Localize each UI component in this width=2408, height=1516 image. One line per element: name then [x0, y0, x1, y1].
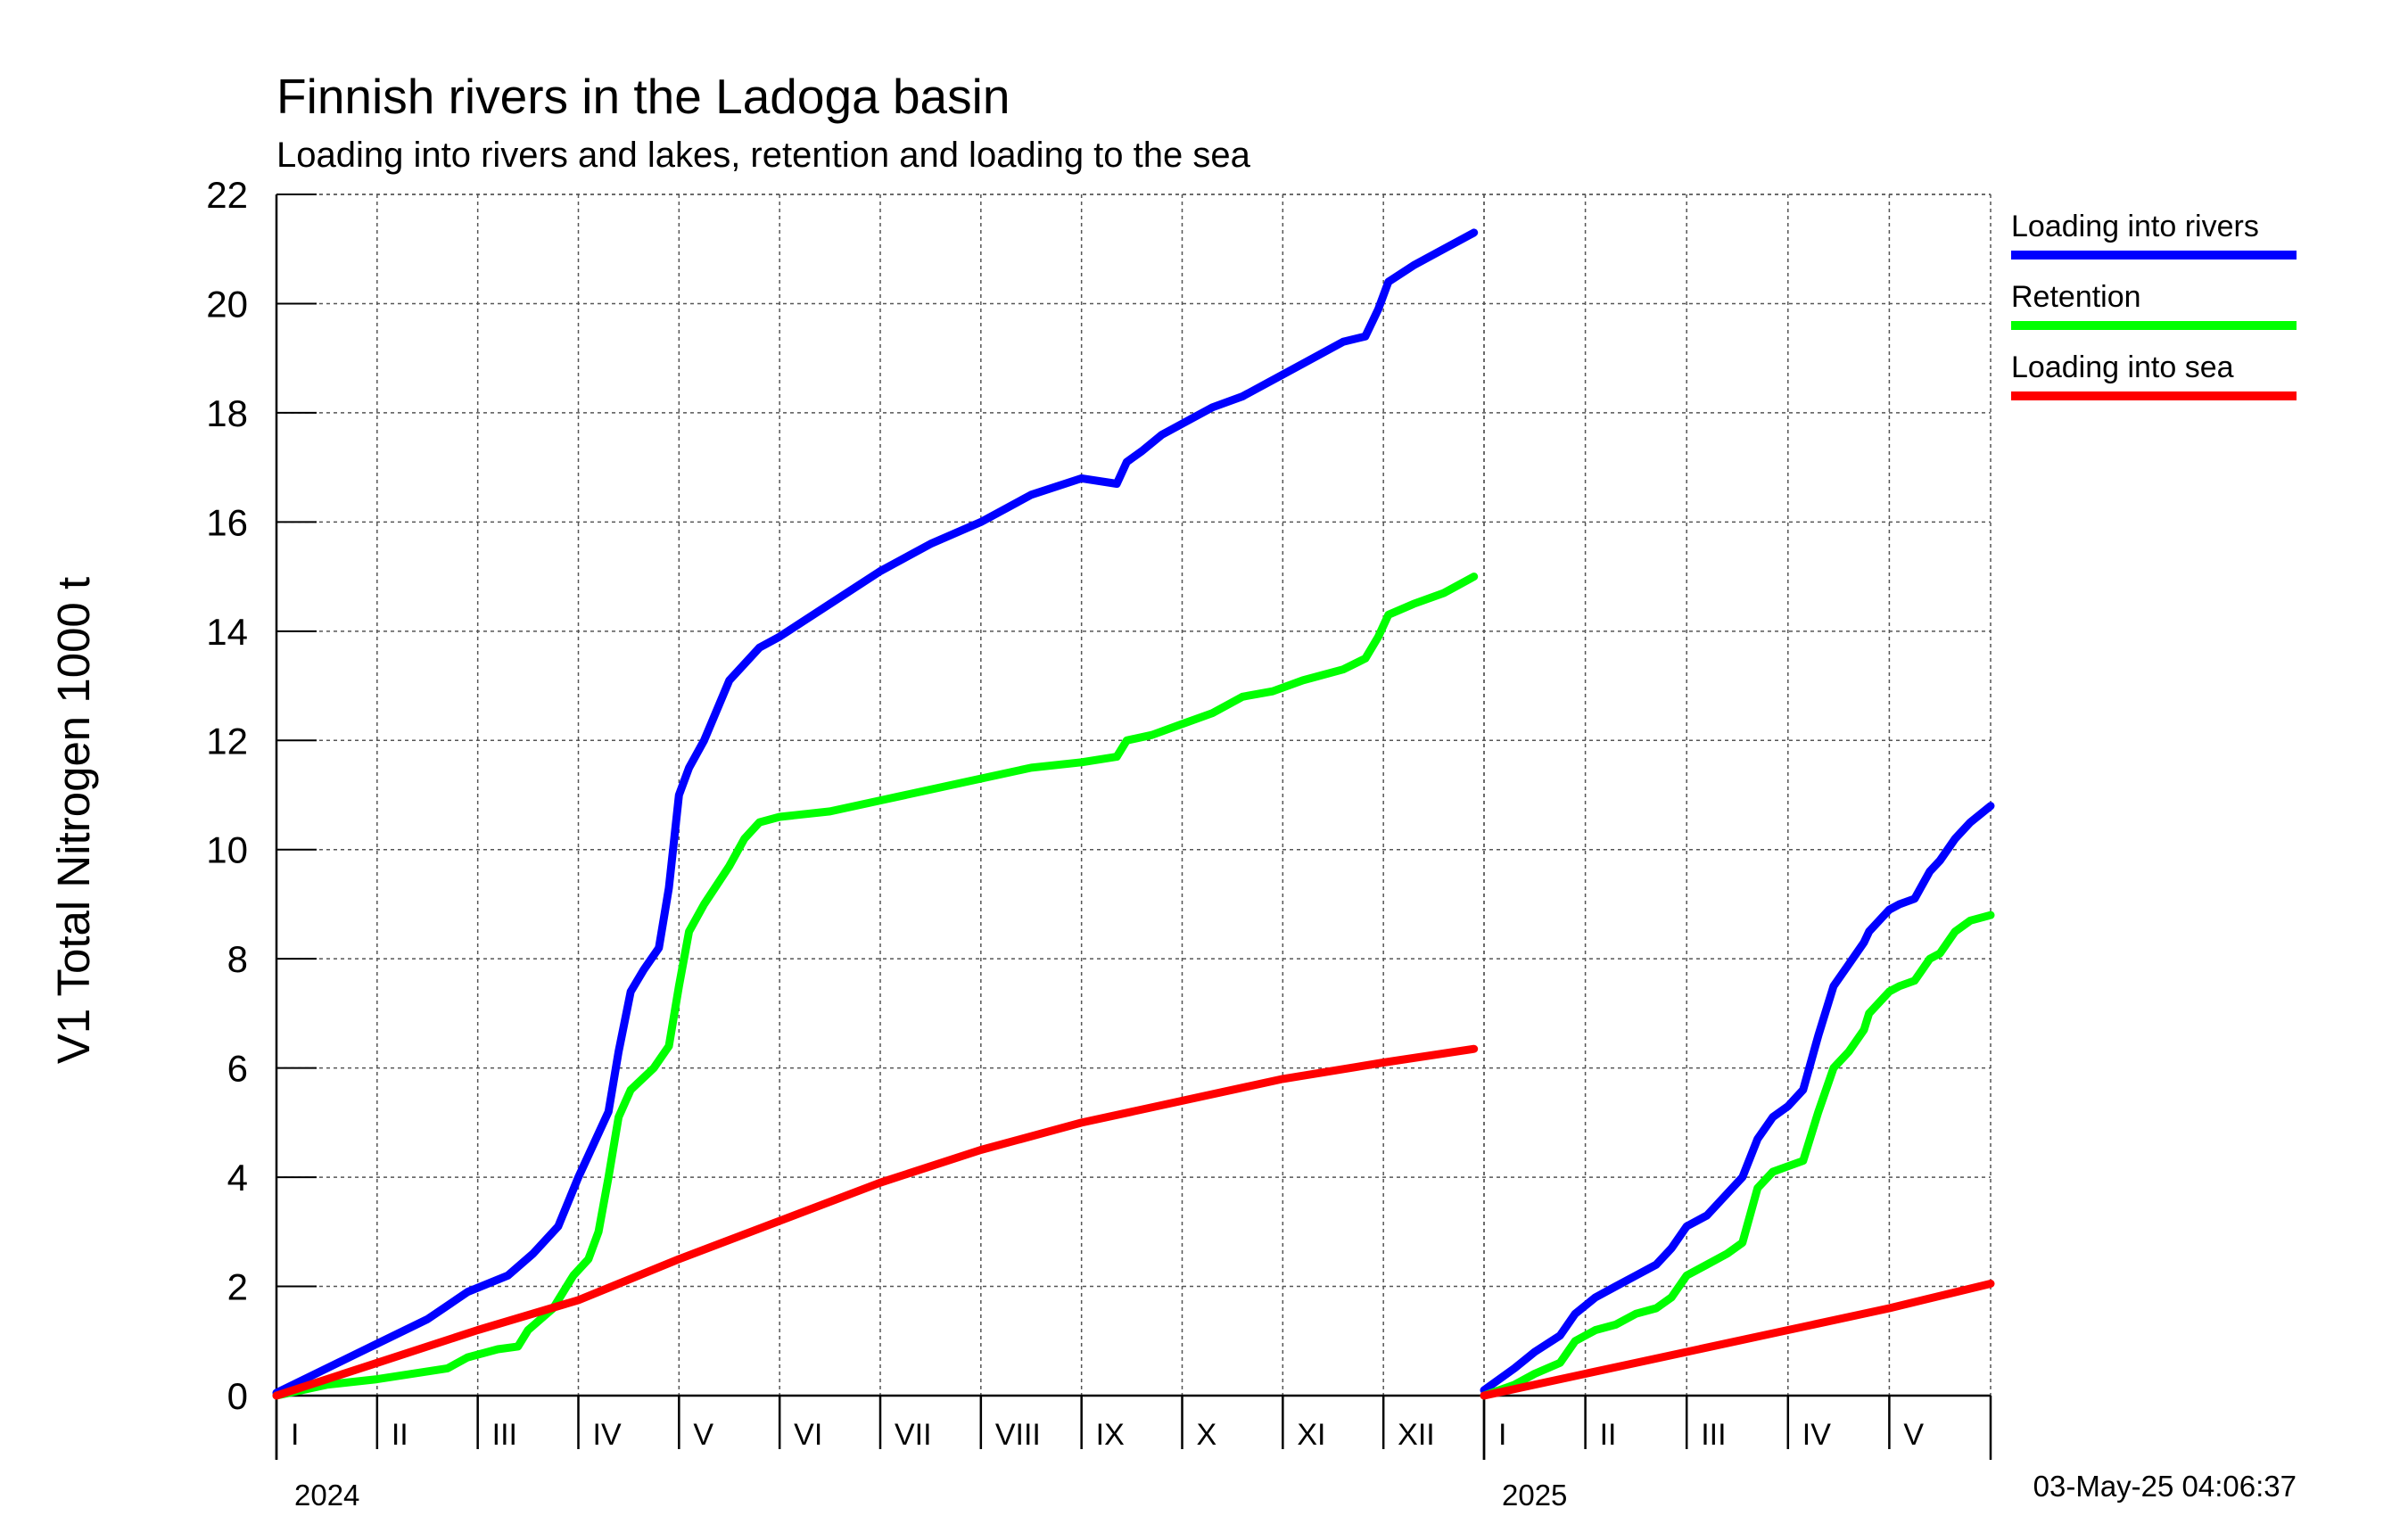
month-label: III	[492, 1418, 517, 1452]
month-label: XII	[1398, 1418, 1435, 1452]
month-label: X	[1197, 1418, 1217, 1452]
chart-subtitle: Loading into rivers and lakes, retention…	[276, 136, 1251, 175]
month-label: I	[291, 1418, 299, 1452]
series-line-retention-2024	[272, 573, 1479, 1400]
y-tick-label: 6	[227, 1048, 248, 1090]
month-label: V	[693, 1418, 713, 1452]
series-line-loading-into-rivers-2025	[1480, 802, 1995, 1395]
month-label: II	[1600, 1418, 1617, 1452]
legend-label-retention: Retention	[2011, 280, 2141, 314]
y-tick-label: 12	[206, 720, 248, 762]
month-label: IX	[1096, 1418, 1125, 1452]
month-label: V	[1903, 1418, 1924, 1452]
month-label: III	[1701, 1418, 1726, 1452]
month-label: VII	[895, 1418, 932, 1452]
y-tick-label: 16	[206, 501, 248, 543]
legend-label-loading-into-sea: Loading into sea	[2011, 350, 2234, 384]
series-line-retention-2025	[1480, 910, 1995, 1400]
legend: Loading into rivers Retention Loading in…	[2011, 210, 2297, 400]
y-tick-label: 4	[227, 1157, 248, 1199]
chart-title: Finnish rivers in the Ladoga basin	[276, 69, 1010, 124]
y-tick-label: 8	[227, 938, 248, 980]
series-line-loading-into-rivers-2024	[272, 228, 1479, 1397]
month-label: IV	[1802, 1418, 1831, 1452]
y-axis-label: V1 Total Nitrogen 1000 t	[48, 577, 99, 1064]
year-label: 2024	[294, 1479, 359, 1512]
timestamp: 03-May-25 04:06:37	[2033, 1470, 2297, 1503]
month-label: II	[392, 1418, 408, 1452]
y-tick-label: 14	[206, 611, 248, 653]
y-tick-label: 0	[227, 1375, 248, 1417]
month-label: I	[1498, 1418, 1506, 1452]
year-label: 2025	[1502, 1479, 1567, 1512]
month-label: VI	[794, 1418, 822, 1452]
y-tick-labels: 0 2 4 6 8 10 12 14 16 18 20 22	[206, 174, 248, 1417]
y-tick-label: 18	[206, 392, 248, 434]
y-tick-label: 20	[206, 283, 248, 325]
y-tick-label: 2	[227, 1266, 248, 1308]
y-tick-label: 10	[206, 829, 248, 871]
grid	[276, 194, 1992, 1397]
month-label: XI	[1297, 1418, 1325, 1452]
month-label: IV	[593, 1418, 622, 1452]
series-line-loading-into-sea-2025	[1480, 1280, 1995, 1400]
legend-label-loading-into-rivers: Loading into rivers	[2011, 210, 2259, 243]
series-lines	[272, 228, 1995, 1400]
series-line-loading-into-sea-2024	[272, 1044, 1479, 1400]
y-tick-label: 22	[206, 174, 248, 216]
axes	[275, 194, 1992, 1460]
month-label: VIII	[995, 1418, 1041, 1452]
